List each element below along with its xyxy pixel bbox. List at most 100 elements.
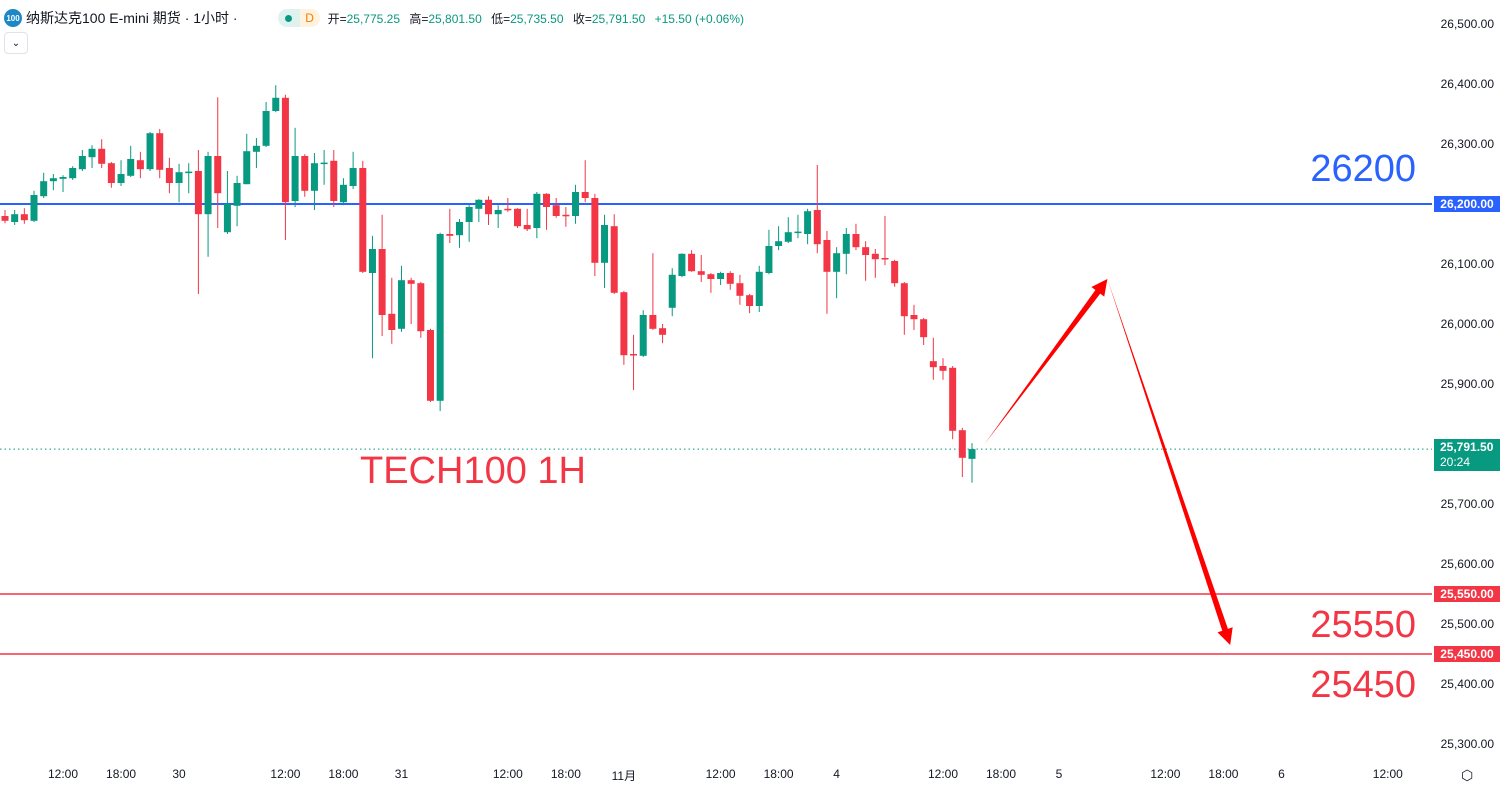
candle-body	[920, 319, 928, 338]
candle-body	[707, 274, 715, 279]
candle-body	[291, 156, 299, 201]
candle-body	[591, 198, 599, 263]
candle-body	[310, 163, 318, 191]
candle-body	[194, 171, 202, 215]
candle-body	[262, 111, 270, 146]
candle-body	[813, 210, 821, 245]
change-value: +15.50 (+0.06%)	[654, 11, 744, 26]
time-axis-label: 12:00	[927, 767, 958, 781]
time-axis-label: 4	[833, 767, 840, 781]
time-axis-label: 18:00	[328, 767, 359, 781]
candle-body	[397, 280, 405, 329]
time-axis-label: 30	[172, 767, 186, 781]
candle-body	[688, 253, 696, 272]
candle-body	[407, 280, 415, 284]
price-axis-label: 26,100.00	[1440, 257, 1494, 271]
candle-body	[939, 366, 947, 371]
candle-body	[891, 261, 899, 284]
candle-body	[475, 199, 483, 209]
price-axis-label: 26,300.00	[1440, 137, 1494, 151]
time-axis-label: 31	[394, 767, 409, 781]
candle-body	[88, 148, 96, 158]
price-axis-label: 25,400.00	[1440, 677, 1494, 691]
candle-body	[900, 283, 908, 317]
close-label: 收=	[572, 11, 592, 26]
candle-body	[281, 97, 289, 203]
open-value: 25,775.25	[346, 11, 400, 26]
level-label[interactable]: 25450	[1310, 664, 1416, 706]
candle-body	[842, 234, 850, 254]
symbol-logo: 100	[4, 9, 22, 27]
candle-body	[436, 234, 444, 401]
time-axis-label: 18:00	[550, 767, 581, 781]
time-axis-label: 11月	[611, 769, 637, 783]
candle-body	[504, 208, 512, 211]
bar-countdown: 20:24	[1440, 455, 1471, 469]
candle-body	[833, 253, 841, 272]
candle-body	[117, 174, 125, 183]
level-price-tag: 25,550.00	[1434, 586, 1500, 602]
candle-body	[523, 225, 531, 230]
candle-body	[368, 249, 376, 273]
candle-body	[552, 205, 560, 216]
candle-body	[69, 168, 77, 179]
candle-body	[214, 156, 222, 194]
candle-body	[620, 292, 628, 356]
candle-body	[465, 207, 473, 222]
candle-body	[804, 211, 812, 234]
close-value: 25,791.50	[591, 11, 646, 26]
open-label: 开=	[327, 11, 347, 26]
candle-body	[639, 315, 647, 356]
chevron-down-icon[interactable]: ⌄	[4, 32, 28, 54]
level-label[interactable]: 26200	[1310, 148, 1416, 190]
candle-body	[446, 234, 454, 236]
candle-body	[146, 133, 154, 170]
candle-body	[610, 226, 618, 293]
candle-body	[823, 240, 831, 272]
level-label[interactable]: 25550	[1310, 604, 1416, 646]
high-value: 25,801.50	[428, 11, 482, 26]
candle-body	[775, 241, 783, 246]
candle-body	[794, 231, 802, 234]
time-axis-label: 12:00	[705, 767, 736, 781]
candle-body	[755, 271, 763, 306]
candle-body	[784, 232, 792, 242]
time-axis-label: 18:00	[985, 767, 1017, 781]
candle-body	[11, 214, 19, 222]
candle-body	[320, 162, 328, 165]
candle-body	[330, 160, 338, 201]
level-price-tag: 25,450.00	[1434, 646, 1500, 662]
candle-body	[40, 181, 48, 197]
candle-body	[1, 216, 9, 221]
price-axis-label: 26,400.00	[1440, 77, 1494, 91]
candle-body	[243, 151, 251, 185]
candle-body	[175, 172, 183, 183]
annotation-text[interactable]: TECH100 1H	[360, 450, 586, 492]
candle-body	[20, 214, 28, 221]
candle-body	[156, 133, 164, 170]
projection-arrow-down[interactable]	[1107, 279, 1233, 645]
symbol-title[interactable]: 纳斯达克100 E-mini 期货 · 1小时 ·	[26, 10, 238, 26]
candle-body	[929, 361, 937, 368]
candle-body	[958, 430, 966, 458]
candle-body	[359, 168, 367, 272]
candle-body	[455, 222, 463, 236]
price-axis-label: 25,700.00	[1440, 497, 1494, 511]
status-pills: D	[277, 9, 320, 27]
candle-body	[301, 156, 309, 191]
candle-body	[223, 204, 231, 233]
candle-body	[862, 247, 870, 255]
candle-body	[78, 156, 86, 170]
time-axis-label: 12:00	[1150, 767, 1181, 781]
candle-body	[543, 193, 551, 207]
candle-body	[494, 210, 502, 215]
projection-arrow-up[interactable]	[984, 279, 1108, 444]
candle-body	[910, 315, 918, 320]
candle-body	[378, 249, 386, 315]
time-axis-label: 12:00	[1372, 767, 1403, 781]
price-axis-label: 26,500.00	[1440, 17, 1494, 31]
candle-body	[417, 283, 425, 332]
settings-icon[interactable]: ⬡	[1461, 767, 1474, 783]
low-value: 25,735.50	[510, 11, 564, 26]
